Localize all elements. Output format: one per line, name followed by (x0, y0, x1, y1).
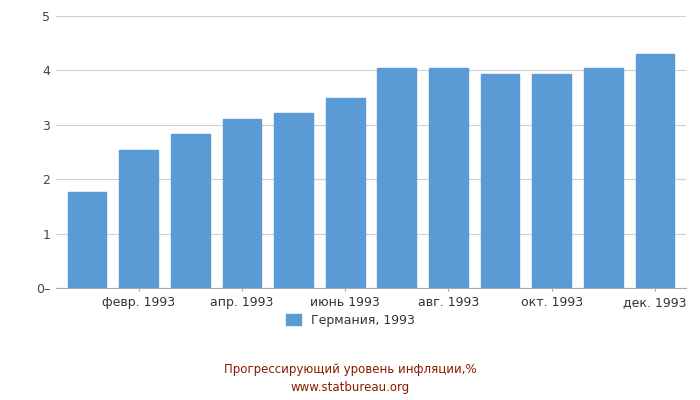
Bar (274, 113, 313, 288)
Bar (68, 192, 106, 288)
Bar (429, 68, 468, 288)
Bar (481, 74, 519, 288)
Bar (377, 68, 416, 288)
Bar (533, 74, 571, 288)
Text: Прогрессирующий уровень инфляции,%: Прогрессирующий уровень инфляции,% (224, 364, 476, 376)
Text: www.statbureau.org: www.statbureau.org (290, 382, 410, 394)
Legend: Германия, 1993: Германия, 1993 (281, 309, 419, 332)
Bar (223, 119, 261, 288)
Bar (636, 54, 674, 288)
Bar (326, 98, 365, 288)
Bar (171, 134, 209, 288)
Bar (584, 68, 623, 288)
Bar (119, 150, 158, 288)
